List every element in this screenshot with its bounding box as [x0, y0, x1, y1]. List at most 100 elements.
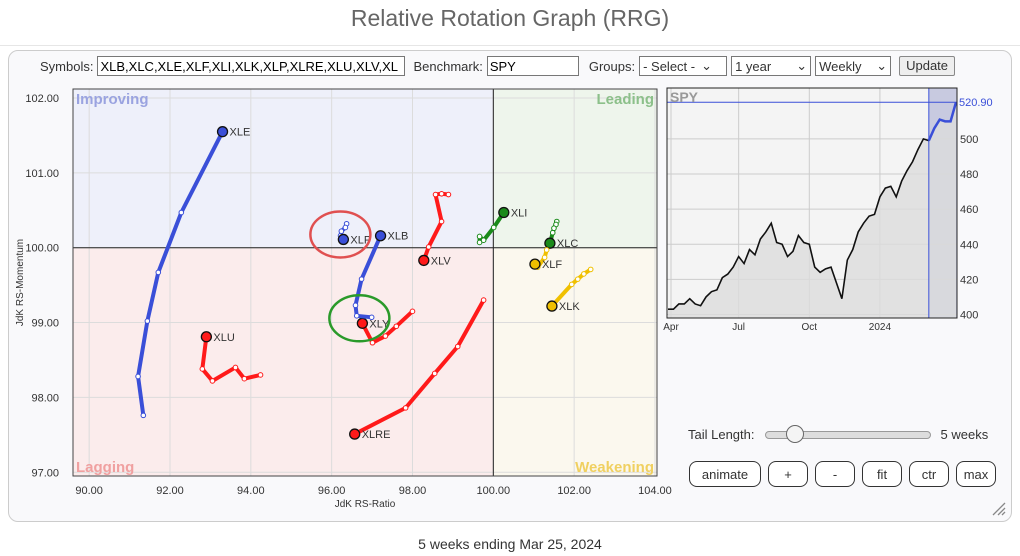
x-tick-label: 102.00: [557, 485, 591, 497]
x-tick-label: Jul: [732, 322, 745, 333]
tail-point: [241, 375, 248, 382]
x-tick-label: 2024: [869, 322, 892, 333]
page-title: Relative Rotation Graph (RRG): [350, 5, 670, 31]
symbol-label: XLC: [557, 238, 578, 250]
quadrant-weakening: [493, 247, 657, 476]
tail-point: [199, 366, 206, 372]
tail-point: [454, 343, 461, 350]
tail-point: [393, 323, 400, 330]
tail-point: [257, 372, 264, 378]
zoom-out-button[interactable]: -: [815, 461, 855, 487]
y-tick-label: 99.00: [31, 318, 59, 330]
price-line: [668, 137, 930, 311]
resize-grip-icon[interactable]: [990, 500, 1006, 516]
tail-point: [178, 209, 185, 216]
y-tick-label: 98.00: [31, 392, 59, 404]
tail-length-label: Tail Length:: [688, 427, 755, 442]
slider-thumb[interactable]: [785, 424, 804, 443]
benchmark-title: SPY: [670, 89, 699, 105]
symbols-label: Symbols:: [40, 58, 94, 74]
footer-caption: 5 weeks ending Mar 25, 2024: [418, 536, 602, 552]
head-point-xlv: [418, 254, 430, 267]
benchmark-chart-border: [666, 87, 958, 319]
head-point-xli: [498, 206, 510, 219]
center-button[interactable]: ctr: [909, 461, 949, 487]
animate-button[interactable]: animate: [689, 461, 761, 487]
tail-point: [445, 191, 452, 198]
divider: [0, 45, 1020, 46]
y-tick-label: 101.00: [25, 168, 59, 180]
quadrant-improving: [73, 89, 494, 248]
tail-point: [480, 237, 487, 244]
tail-point: [551, 225, 557, 232]
x-tick-label: 104.00: [638, 485, 672, 497]
y-tick-label: 420: [960, 274, 978, 286]
head-point-xlu: [200, 331, 213, 343]
symbols-input[interactable]: [97, 56, 406, 76]
tail-point: [409, 308, 416, 315]
tail-point: [568, 281, 575, 288]
tail-point: [342, 224, 349, 231]
groups-select[interactable]: - Select - ⌄: [639, 56, 728, 76]
groups-label: Groups:: [588, 58, 636, 74]
x-tick-label: 90.00: [75, 485, 103, 497]
symbol-label: XLK: [559, 301, 580, 313]
tail-point: [541, 254, 548, 261]
update-button[interactable]: Update: [899, 56, 956, 76]
tail-point: [587, 266, 594, 273]
symbol-label: XLF: [542, 259, 562, 271]
head-point-xlb: [374, 230, 387, 242]
tail-length-control: Tail Length: 5 weeks: [688, 424, 989, 443]
y-tick-label: 460: [960, 204, 978, 216]
last-value-label: 520.90: [959, 97, 993, 109]
symbol-label: XLP: [350, 234, 371, 246]
plot-border: [72, 88, 658, 477]
x-tick-label: 92.00: [156, 485, 184, 497]
symbol-label: XLU: [213, 332, 234, 344]
fit-button[interactable]: fit: [862, 461, 902, 487]
toolbar: Symbols: Benchmark: Groups: - Select -⌄ …: [40, 56, 956, 76]
x-tick-label: 96.00: [318, 485, 346, 497]
period-value: 1 year: [735, 58, 772, 74]
y-tick-label: 440: [960, 239, 978, 251]
symbol-label: XLRE: [362, 429, 391, 441]
head-point-xlf: [529, 258, 541, 270]
tail-point: [209, 378, 216, 384]
symbol-label: XLI: [511, 208, 528, 220]
tail-point: [155, 269, 162, 276]
annotation-ellipse-xlp: [309, 210, 372, 259]
quadrant-lagging: [73, 247, 494, 476]
benchmark-input[interactable]: [486, 56, 579, 76]
tail-point: [353, 313, 360, 319]
max-button[interactable]: max: [956, 461, 996, 487]
tail-point: [432, 191, 439, 198]
chevron-down-icon: ⌄: [796, 58, 808, 73]
head-point-xlc: [544, 237, 556, 249]
interval-value: Weekly: [819, 58, 862, 74]
quadrant-label-lagging: Lagging: [76, 459, 134, 476]
tail-point: [425, 244, 432, 250]
tail-length-slider[interactable]: [764, 424, 931, 443]
annotation-ellipse-xly: [328, 294, 391, 343]
price-tail-line: [927, 101, 958, 142]
benchmark-label: Benchmark:: [413, 58, 483, 74]
tail-point: [581, 271, 587, 277]
tail-point: [543, 247, 550, 253]
x-axis-label: JdK RS-Ratio: [335, 499, 396, 510]
period-select[interactable]: 1 year ⌄: [731, 56, 812, 76]
quadrant-label-weakening: Weakening: [575, 459, 654, 476]
tail-point: [480, 297, 487, 303]
quadrant-label-leading: Leading: [596, 91, 654, 108]
tail-point: [232, 364, 239, 371]
tail-point: [574, 276, 581, 282]
groups-value: - Select -: [643, 58, 696, 74]
price-area: [668, 102, 956, 318]
tail-length-value: 5 weeks: [940, 427, 989, 442]
tail-point: [135, 373, 141, 380]
x-tick-label: Apr: [663, 322, 679, 333]
tail-point: [476, 239, 483, 246]
zoom-in-button[interactable]: +: [768, 461, 808, 487]
tail-point: [490, 224, 497, 231]
interval-select[interactable]: Weekly ⌄: [815, 56, 892, 76]
